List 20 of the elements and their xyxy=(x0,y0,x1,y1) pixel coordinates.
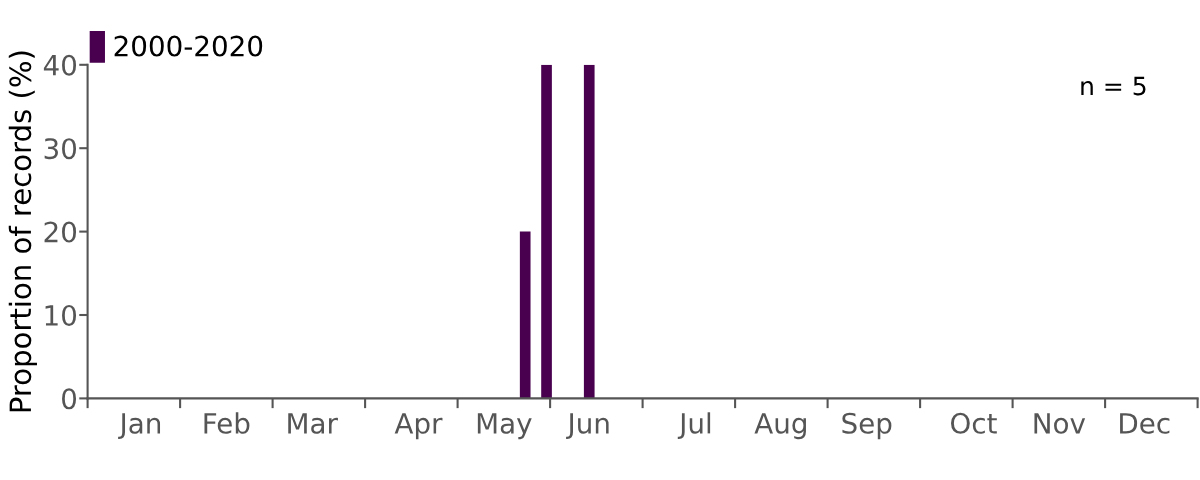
y-tick-label: 20 xyxy=(44,221,77,243)
x-tick-label: Sep xyxy=(842,412,892,440)
y-tick-label: 30 xyxy=(44,138,77,160)
x-tick-label: Nov xyxy=(1034,413,1086,434)
x-tick-label: Feb xyxy=(204,412,250,434)
x-tick-label: Jun xyxy=(566,413,609,439)
annotation: n = 5 xyxy=(1081,76,1146,96)
y-tick-label: 0 xyxy=(62,388,77,410)
y-axis-title: Proportion of records (%) xyxy=(8,51,37,412)
x-tick-label: Jan xyxy=(118,413,161,439)
y-tick-label: 10 xyxy=(45,304,77,326)
x-tick-label: Aug xyxy=(754,413,806,440)
x-tick-label: Jul xyxy=(677,412,711,439)
y-tick-label: 40 xyxy=(43,54,77,76)
x-tick-label: Apr xyxy=(394,413,443,440)
x-tick-label: May xyxy=(477,413,532,440)
x-tick-label: Mar xyxy=(288,413,338,434)
x-tick-label: Dec xyxy=(1120,413,1170,434)
legend-label: 2000-2020 xyxy=(114,35,263,57)
x-tick-label: Oct xyxy=(951,412,997,434)
